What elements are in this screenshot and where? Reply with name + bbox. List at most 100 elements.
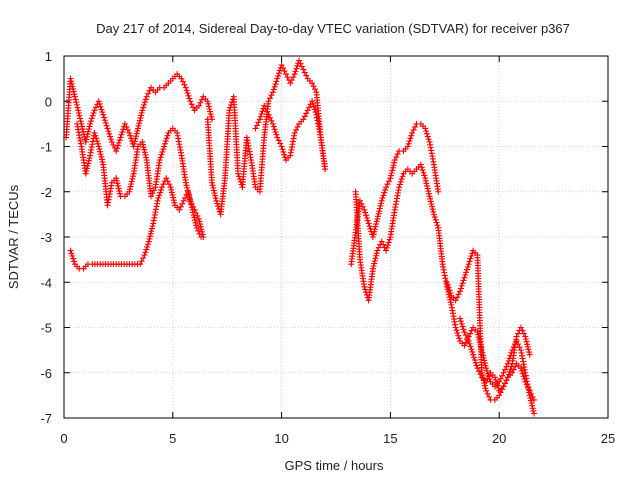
- data-point: [467, 343, 474, 350]
- data-point: [282, 71, 289, 78]
- data-point: [359, 203, 366, 210]
- data-point: [384, 181, 391, 188]
- y-tick-label: 0: [45, 94, 52, 109]
- data-point: [189, 206, 196, 213]
- data-point: [94, 140, 101, 147]
- data-point: [183, 87, 190, 94]
- data-point: [273, 78, 280, 85]
- data-point: [208, 113, 215, 120]
- data-point: [204, 98, 211, 105]
- data-point: [141, 101, 148, 108]
- data-point: [85, 128, 92, 135]
- data-point: [98, 153, 105, 160]
- data-point: [146, 235, 153, 242]
- data-point: [311, 86, 318, 93]
- data-point: [477, 371, 484, 378]
- data-point: [85, 126, 92, 133]
- data-point: [303, 72, 310, 79]
- data-point: [113, 148, 120, 155]
- data-point: [486, 372, 493, 379]
- data-point: [290, 74, 297, 81]
- data-point: [128, 178, 135, 185]
- data-point: [108, 136, 115, 143]
- data-point: [119, 129, 126, 136]
- data-point: [182, 179, 189, 186]
- data-point: [181, 81, 188, 88]
- data-point: [526, 387, 533, 394]
- data-point: [269, 120, 276, 127]
- y-tick-label: 1: [45, 49, 52, 64]
- data-point: [205, 103, 212, 110]
- data-point: [276, 67, 283, 74]
- data-point: [432, 216, 439, 223]
- data-point: [458, 282, 465, 289]
- data-point: [207, 108, 214, 115]
- data-point: [186, 196, 193, 203]
- data-point: [292, 68, 299, 75]
- data-point: [377, 202, 384, 209]
- data-point: [84, 165, 91, 172]
- data-point: [457, 288, 464, 295]
- data-point: [430, 211, 437, 218]
- y-tick-label: -6: [40, 366, 52, 381]
- data-point: [149, 190, 156, 197]
- data-point: [210, 187, 217, 194]
- data-points: [63, 57, 538, 417]
- data-point: [462, 332, 469, 339]
- data-point: [371, 257, 378, 264]
- data-point: [484, 390, 491, 397]
- data-point: [464, 335, 471, 342]
- data-point: [86, 123, 93, 130]
- data-point: [500, 383, 507, 390]
- data-point: [461, 342, 468, 349]
- data-point: [105, 128, 112, 135]
- data-point: [195, 102, 202, 109]
- data-point: [161, 140, 168, 147]
- data-point: [212, 195, 219, 202]
- data-point: [140, 104, 147, 111]
- data-point: [100, 111, 107, 118]
- data-point: [113, 175, 120, 182]
- data-point: [409, 129, 416, 136]
- data-point: [483, 387, 490, 394]
- data-point: [483, 378, 490, 385]
- data-point: [369, 234, 376, 240]
- data-point: [171, 199, 178, 206]
- data-point: [268, 92, 275, 99]
- data-point: [184, 184, 191, 191]
- y-tick-label: -3: [40, 230, 52, 245]
- data-point: [144, 243, 151, 250]
- data-point: [463, 266, 470, 273]
- data-point: [127, 132, 134, 139]
- data-point: [452, 297, 459, 304]
- data-point: [209, 182, 216, 189]
- data-point: [311, 106, 318, 113]
- data-point: [210, 184, 217, 191]
- data-point: [191, 217, 198, 224]
- data-point: [383, 244, 390, 251]
- data-point: [370, 263, 377, 270]
- data-point: [77, 115, 84, 122]
- data-point: [470, 351, 477, 358]
- data-point: [473, 362, 480, 369]
- data-point: [522, 336, 529, 343]
- data-point: [71, 93, 78, 100]
- data-point: [310, 103, 317, 110]
- data-point: [179, 200, 186, 207]
- data-point: [269, 89, 276, 96]
- data-point: [362, 209, 369, 216]
- data-point: [296, 57, 303, 64]
- data-point: [87, 120, 94, 127]
- data-point: [373, 252, 380, 259]
- data-point: [85, 160, 92, 167]
- data-point: [73, 99, 80, 106]
- data-point: [493, 379, 500, 386]
- data-point: [484, 375, 491, 382]
- data-point: [178, 75, 185, 82]
- data-point: [71, 91, 78, 98]
- data-point: [529, 405, 536, 412]
- data-point: [262, 105, 269, 112]
- data-point: [266, 114, 273, 121]
- data-point: [148, 193, 155, 200]
- data-point: [170, 197, 177, 204]
